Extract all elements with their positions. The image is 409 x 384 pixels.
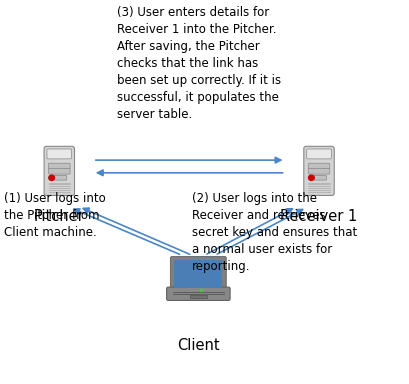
Text: Client: Client [177, 338, 220, 353]
Bar [174, 260, 222, 288]
Circle shape [308, 175, 314, 180]
FancyBboxPatch shape [49, 168, 70, 174]
Text: Pitcher: Pitcher [34, 209, 85, 223]
Bar [190, 295, 207, 298]
FancyBboxPatch shape [44, 146, 74, 195]
FancyBboxPatch shape [47, 149, 72, 159]
FancyBboxPatch shape [304, 146, 334, 195]
FancyBboxPatch shape [307, 149, 331, 159]
FancyBboxPatch shape [308, 168, 330, 174]
Text: (2) User logs into the
Receiver and retrieves
secret key and ensures that
a norm: (2) User logs into the Receiver and retr… [192, 192, 357, 273]
Text: Receiver 1: Receiver 1 [281, 209, 357, 223]
FancyBboxPatch shape [171, 257, 226, 292]
Text: (3) User enters details for
Receiver 1 into the Pitcher.
After saving, the Pitch: (3) User enters details for Receiver 1 i… [117, 6, 281, 121]
FancyBboxPatch shape [49, 163, 70, 169]
FancyBboxPatch shape [314, 175, 326, 180]
FancyBboxPatch shape [54, 175, 67, 180]
FancyBboxPatch shape [308, 163, 330, 169]
Circle shape [49, 175, 54, 180]
Text: (1) User logs into
the Pitcher from
Client machine.: (1) User logs into the Pitcher from Clie… [4, 192, 106, 239]
FancyBboxPatch shape [166, 287, 230, 300]
